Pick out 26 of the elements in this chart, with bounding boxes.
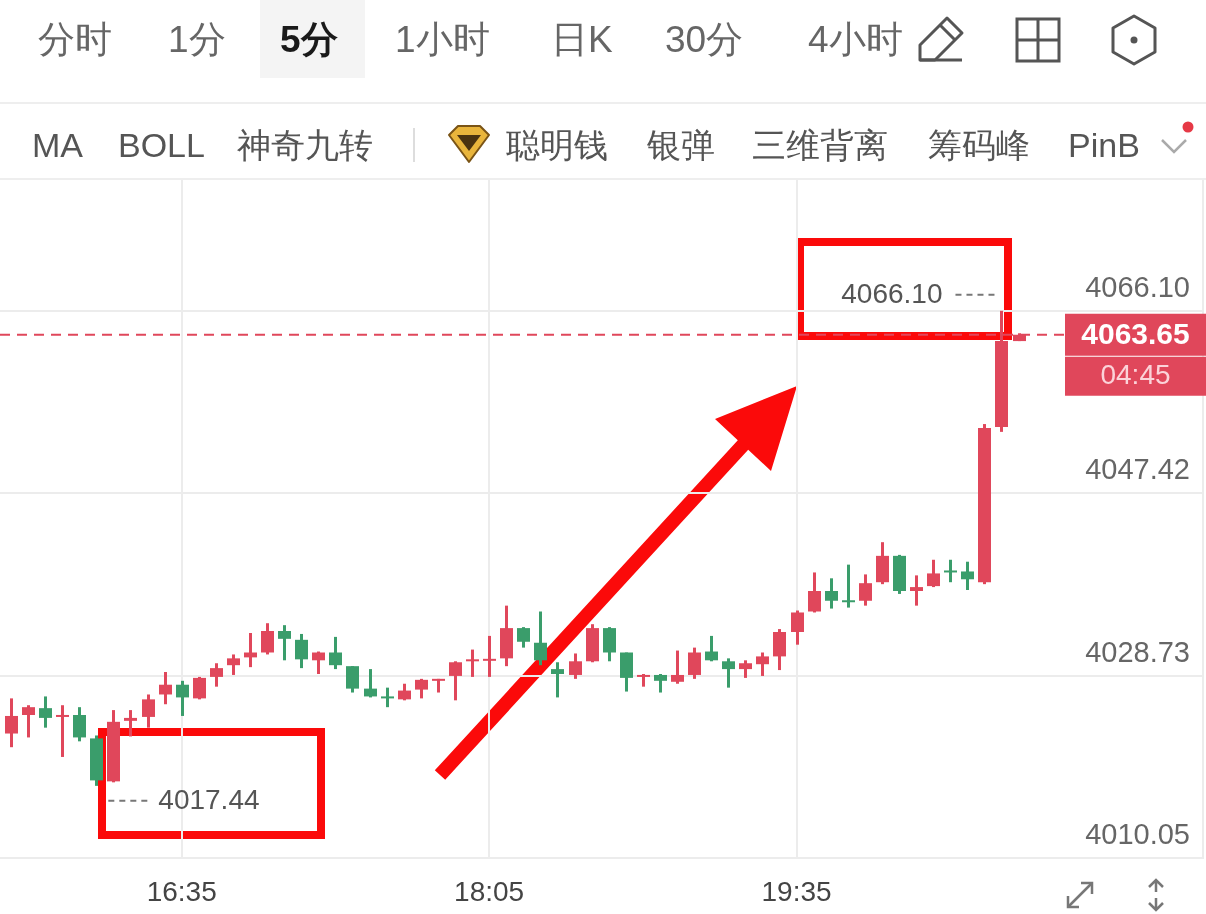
text: 04:45 xyxy=(1100,359,1171,391)
text: 1分 xyxy=(168,17,226,62)
x-tick-label: 19:35 xyxy=(761,875,832,907)
text: MA xyxy=(32,124,83,166)
annotation: 4066.10 xyxy=(841,277,943,309)
text: 聪明钱 xyxy=(506,124,608,166)
text: BOLL xyxy=(118,124,205,166)
text: 神奇九转 xyxy=(237,124,373,166)
y-tick-label: 4047.42 xyxy=(1085,453,1190,486)
text: 银弹 xyxy=(647,124,715,166)
text: 30分 xyxy=(665,17,744,62)
y-tick-label: 4028.73 xyxy=(1085,635,1190,668)
ref-line-label: 4063.65 xyxy=(1081,317,1190,350)
text: 5分 xyxy=(280,17,338,62)
text: 日K xyxy=(551,17,613,62)
x-tick-label: 18:05 xyxy=(454,875,525,907)
x-tick-label: 16:35 xyxy=(146,875,217,907)
text: 分时 xyxy=(38,17,112,62)
text: 筹码峰 xyxy=(928,124,1030,166)
text: 1小时 xyxy=(395,17,490,62)
annotation: 4017.44 xyxy=(158,783,260,815)
y-tick-label: 4066.10 xyxy=(1085,270,1190,303)
text: 4小时 xyxy=(808,17,903,62)
y-tick-label: 4010.05 xyxy=(1085,818,1190,850)
text: 三维背离 xyxy=(752,124,888,166)
text: PinB xyxy=(1068,124,1140,166)
